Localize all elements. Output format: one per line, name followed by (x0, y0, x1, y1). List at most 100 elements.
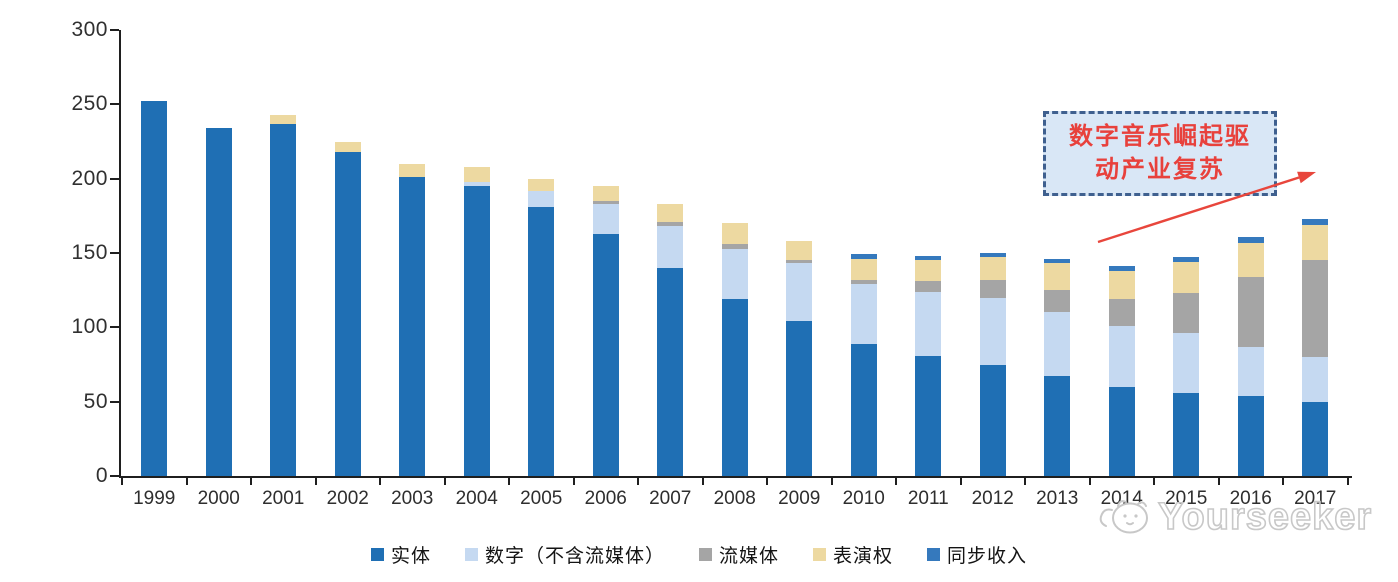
bar-segment (721, 244, 748, 249)
bar-segment (1302, 260, 1329, 357)
bar-segment (1044, 259, 1071, 263)
legend-swatch (464, 548, 478, 561)
annotation-text-line1: 数字音乐崛起驱 (1069, 123, 1251, 150)
bar-segment (334, 142, 361, 152)
y-axis-tick-label: 50 (83, 389, 108, 413)
x-axis-tick (185, 478, 188, 485)
bar-segment (915, 256, 942, 260)
x-axis-tick (314, 478, 317, 485)
chart-legend: 实体 数字（不含流媒体） 流媒体 表演权 同步收入 (0, 541, 1398, 568)
watermark: Yourseeker (1096, 492, 1372, 542)
x-axis-tick (1088, 478, 1091, 485)
x-axis-tick (121, 478, 123, 485)
bar-segment (463, 167, 490, 182)
y-axis-tick (110, 103, 119, 106)
bar-segment (721, 249, 748, 299)
y-axis-line (119, 30, 121, 478)
bar-segment (915, 260, 942, 281)
x-axis-category-label: 2005 (520, 488, 563, 509)
x-axis-category-label: 2016 (1229, 488, 1272, 509)
bar-segment (786, 263, 813, 321)
x-axis-category-label: 2013 (1036, 488, 1079, 509)
watermark-text: Yourseeker (1157, 495, 1373, 539)
bar-segment (850, 254, 877, 259)
bar-segment (334, 152, 361, 476)
x-axis-line (119, 476, 1352, 478)
x-axis-tick (250, 478, 252, 485)
bar-segment (270, 115, 297, 124)
bar-segment (463, 186, 490, 476)
x-axis-tick (895, 478, 897, 485)
x-axis-tick (959, 478, 962, 485)
bar-segment (657, 268, 684, 476)
bar-segment (270, 124, 297, 476)
bar-segment (786, 241, 813, 260)
bar-segment (1237, 347, 1264, 396)
legend-label: 流媒体 (718, 546, 779, 567)
legend-item: 同步收入 (927, 541, 1027, 568)
bar-segment (1173, 257, 1200, 262)
y-axis-tick-label: 0 (95, 464, 108, 487)
bar-segment (205, 128, 232, 476)
bar-segment (1044, 290, 1071, 312)
legend-item: 实体 (370, 541, 431, 568)
x-axis-category-label: 2001 (262, 488, 305, 509)
bar-segment (850, 259, 877, 280)
bar-segment (1044, 376, 1071, 476)
bar-segment (1044, 312, 1071, 376)
bar-segment (850, 284, 877, 344)
bar-segment (141, 101, 168, 476)
x-axis-tick (508, 478, 510, 485)
x-axis-category-label: 2009 (778, 488, 821, 509)
x-axis-category-label: 2004 (455, 488, 498, 509)
bar-segment (786, 260, 813, 263)
x-axis-category-label: 2003 (391, 488, 434, 509)
bar-segment (850, 344, 877, 476)
y-axis-tick-label: 250 (71, 92, 108, 116)
x-axis-tick (1153, 478, 1155, 485)
bar-segment (1173, 393, 1200, 476)
y-axis-tick (110, 326, 119, 329)
x-axis-category-label: 2010 (842, 488, 885, 509)
bar-segment (979, 257, 1006, 280)
bar-segment (721, 299, 748, 476)
bar-segment (657, 222, 684, 226)
bar-segment (1108, 266, 1135, 271)
bar-segment (1108, 387, 1135, 476)
x-axis-tick (1217, 478, 1220, 485)
x-axis-category-label: 2017 (1294, 488, 1337, 509)
x-axis-category-label: 2011 (907, 488, 949, 509)
y-axis-tick (110, 177, 119, 180)
bar-segment (915, 356, 942, 476)
bar-segment (786, 321, 813, 476)
bar-segment (979, 280, 1006, 298)
legend-label: 表演权 (833, 546, 894, 567)
bar-segment (399, 164, 426, 177)
bar-segment (979, 365, 1006, 476)
yourseeker-logo-icon (1099, 500, 1148, 534)
bar-segment (592, 201, 619, 204)
bar-segment (1237, 277, 1264, 347)
bar-segment (592, 204, 619, 234)
x-axis-category-label: 2002 (326, 488, 369, 509)
y-axis-tick-label: 150 (71, 241, 108, 264)
y-axis-tick-label: 300 (71, 18, 108, 41)
bar-segment (1044, 263, 1071, 290)
annotation-text-line2: 动产业复苏 (1095, 156, 1225, 183)
bar-segment (1302, 219, 1329, 225)
x-axis-tick (1282, 478, 1284, 485)
y-axis-tick (110, 475, 119, 477)
bar-segment (1173, 262, 1200, 293)
bar-segment (850, 280, 877, 284)
x-axis-tick (443, 478, 446, 485)
annotation-callout: 数字音乐崛起驱 动产业复苏 (1043, 111, 1277, 196)
bar-segment (1302, 225, 1329, 260)
bar-segment (592, 186, 619, 201)
legend-swatch (813, 548, 826, 561)
x-axis-tick (379, 478, 381, 485)
bar-segment (1302, 357, 1329, 402)
legend-swatch (927, 548, 941, 561)
y-axis-tick (110, 400, 119, 403)
